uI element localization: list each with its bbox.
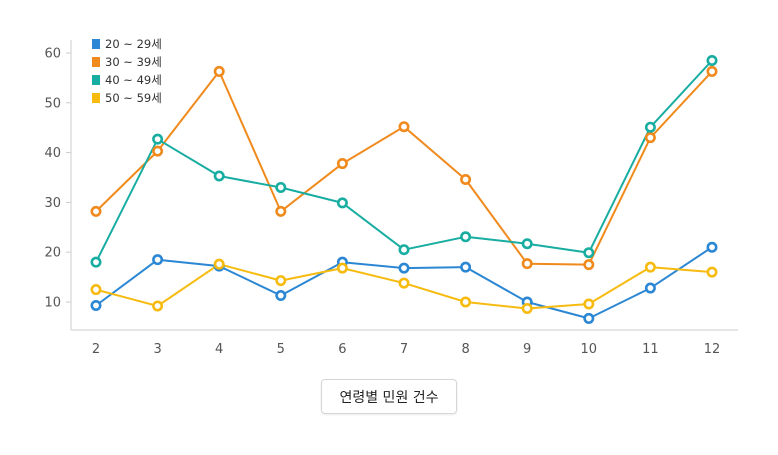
data-point[interactable] (583, 298, 595, 310)
legend-swatch (92, 93, 100, 103)
data-point[interactable] (460, 296, 472, 308)
y-tick-label: 20 (44, 246, 61, 261)
data-point[interactable] (460, 261, 472, 273)
data-point[interactable] (152, 145, 164, 157)
data-point[interactable] (706, 266, 718, 278)
data-point[interactable] (152, 133, 164, 145)
data-point[interactable] (152, 300, 164, 312)
series-points (90, 54, 718, 324)
x-tick-label: 11 (642, 342, 659, 357)
y-tick-labels: 10 20 30 40 50 60 (44, 47, 71, 311)
data-point[interactable] (521, 302, 533, 314)
legend-label: 20 ~ 29세 (105, 37, 162, 51)
x-tick-label: 3 (153, 342, 161, 357)
data-point[interactable] (644, 261, 656, 273)
chart-caption-button[interactable]: 연령별 민원 건수 (321, 379, 457, 414)
x-tick-label: 6 (338, 342, 346, 357)
legend-label: 30 ~ 39세 (105, 55, 162, 69)
data-point[interactable] (521, 238, 533, 250)
data-point[interactable] (152, 254, 164, 266)
data-point[interactable] (521, 258, 533, 270)
line-chart: 10 20 30 40 50 60 2 3 4 5 6 7 8 9 10 11 12 20 ~ 29세 30 ~… (44, 37, 738, 357)
y-tick-label: 60 (44, 47, 61, 62)
data-point[interactable] (275, 290, 287, 302)
data-point[interactable] (398, 244, 410, 256)
data-point[interactable] (213, 258, 225, 270)
data-point[interactable] (460, 173, 472, 185)
data-point[interactable] (90, 205, 102, 217)
data-point[interactable] (706, 54, 718, 66)
data-point[interactable] (90, 284, 102, 296)
data-point[interactable] (398, 121, 410, 133)
legend-label: 50 ~ 59세 (105, 91, 162, 105)
data-point[interactable] (336, 158, 348, 170)
y-tick-label: 10 (44, 296, 61, 311)
data-point[interactable] (90, 299, 102, 311)
data-point[interactable] (583, 312, 595, 324)
data-point[interactable] (644, 121, 656, 133)
x-tick-labels: 2 3 4 5 6 7 8 9 10 11 12 (92, 342, 720, 357)
data-point[interactable] (398, 262, 410, 274)
legend-swatch (92, 57, 100, 67)
legend-swatch (92, 75, 100, 85)
data-point[interactable] (213, 65, 225, 77)
data-point[interactable] (644, 132, 656, 144)
data-point[interactable] (336, 197, 348, 209)
x-tick-label: 8 (461, 342, 469, 357)
x-tick-label: 5 (277, 342, 285, 357)
data-point[interactable] (213, 170, 225, 182)
y-tick-label: 50 (44, 96, 61, 111)
data-point[interactable] (706, 241, 718, 253)
data-point[interactable] (398, 277, 410, 289)
data-point[interactable] (90, 256, 102, 268)
data-point[interactable] (583, 247, 595, 259)
data-point[interactable] (583, 259, 595, 271)
y-tick-label: 30 (44, 196, 61, 211)
legend: 20 ~ 29세 30 ~ 39세 40 ~ 49세 50 ~ 59세 (92, 37, 162, 105)
series-line-1 (95, 70, 713, 266)
x-tick-label: 12 (704, 342, 721, 357)
data-point[interactable] (706, 65, 718, 77)
data-point[interactable] (460, 231, 472, 243)
data-point[interactable] (336, 262, 348, 274)
legend-swatch (92, 39, 100, 49)
data-point[interactable] (275, 181, 287, 193)
data-point[interactable] (275, 275, 287, 287)
x-tick-label: 9 (523, 342, 531, 357)
x-tick-label: 4 (215, 342, 223, 357)
data-point[interactable] (275, 205, 287, 217)
data-point[interactable] (644, 282, 656, 294)
legend-label: 40 ~ 49세 (105, 73, 162, 87)
x-tick-label: 2 (92, 342, 100, 357)
x-tick-label: 10 (581, 342, 598, 357)
x-tick-label: 7 (400, 342, 408, 357)
axes (70, 40, 738, 331)
y-tick-label: 40 (44, 146, 61, 161)
series-line-2 (95, 59, 713, 263)
